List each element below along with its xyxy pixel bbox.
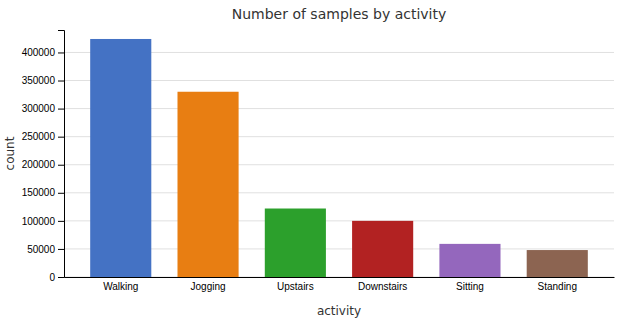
y-axis: 0 50000 100000 150000 200000 250000 300000 3500… (22, 31, 65, 283)
y-tick-label: 350000 (22, 75, 56, 86)
x-tick-label: Jogging (191, 281, 226, 292)
y-tick-mark (58, 81, 64, 82)
y-tick-mark (58, 221, 64, 222)
y-tick: 0 (49, 272, 64, 283)
y-tick-label: 0 (49, 272, 55, 283)
x-tick-label: Sitting (456, 281, 484, 292)
x-tick-label: Downstairs (358, 281, 407, 292)
x-tick: Jogging (191, 281, 226, 292)
x-tick: Downstairs (358, 281, 407, 292)
chart: 0 50000 100000 150000 200000 250000 300000 3500… (0, 0, 629, 323)
y-tick-mark (58, 109, 64, 110)
bars (90, 39, 588, 277)
bar (177, 92, 238, 277)
y-tick-mark (58, 277, 64, 278)
bar (352, 221, 413, 277)
x-axis-title: activity (317, 304, 361, 318)
x-tick-label: Walking (103, 281, 138, 292)
x-axis: Walking Jogging Upstairs Downstairs Sitting S… (65, 278, 615, 293)
y-tick: 300000 (22, 103, 64, 114)
x-tick-label: Upstairs (277, 281, 314, 292)
y-tick-label: 250000 (22, 131, 56, 142)
y-tick: 400000 (22, 47, 64, 58)
y-tick-label: 100000 (22, 216, 56, 227)
y-tick: 100000 (22, 216, 64, 227)
y-tick: 50000 (27, 244, 64, 255)
y-tick: 250000 (22, 131, 64, 142)
y-tick: 200000 (22, 159, 64, 170)
x-tick: Upstairs (277, 281, 314, 292)
bar (265, 209, 326, 277)
x-tick: Sitting (456, 281, 484, 292)
y-tick-label: 400000 (22, 47, 56, 58)
y-tick: 350000 (22, 75, 64, 86)
x-tick: Standing (538, 281, 577, 292)
bar (527, 250, 588, 277)
y-axis-line (58, 31, 65, 278)
plot: 0 50000 100000 150000 200000 250000 300000 3500… (22, 31, 615, 293)
x-tick: Walking (103, 281, 138, 292)
bar (90, 39, 151, 277)
y-tick-mark (58, 193, 64, 194)
y-tick-label: 50000 (27, 244, 55, 255)
y-tick-mark (58, 165, 64, 166)
y-tick-label: 300000 (22, 103, 56, 114)
y-tick: 150000 (22, 187, 64, 198)
x-tick-label: Standing (538, 281, 577, 292)
bar (439, 244, 500, 277)
title: Number of samples by activity (232, 6, 447, 22)
y-tick-mark (58, 137, 64, 138)
x-axis-line (65, 277, 615, 278)
y-tick-mark (58, 52, 64, 53)
y-axis-title: count (3, 136, 17, 170)
y-tick-label: 150000 (22, 187, 56, 198)
y-tick-mark (58, 249, 64, 250)
y-tick-label: 200000 (22, 159, 56, 170)
